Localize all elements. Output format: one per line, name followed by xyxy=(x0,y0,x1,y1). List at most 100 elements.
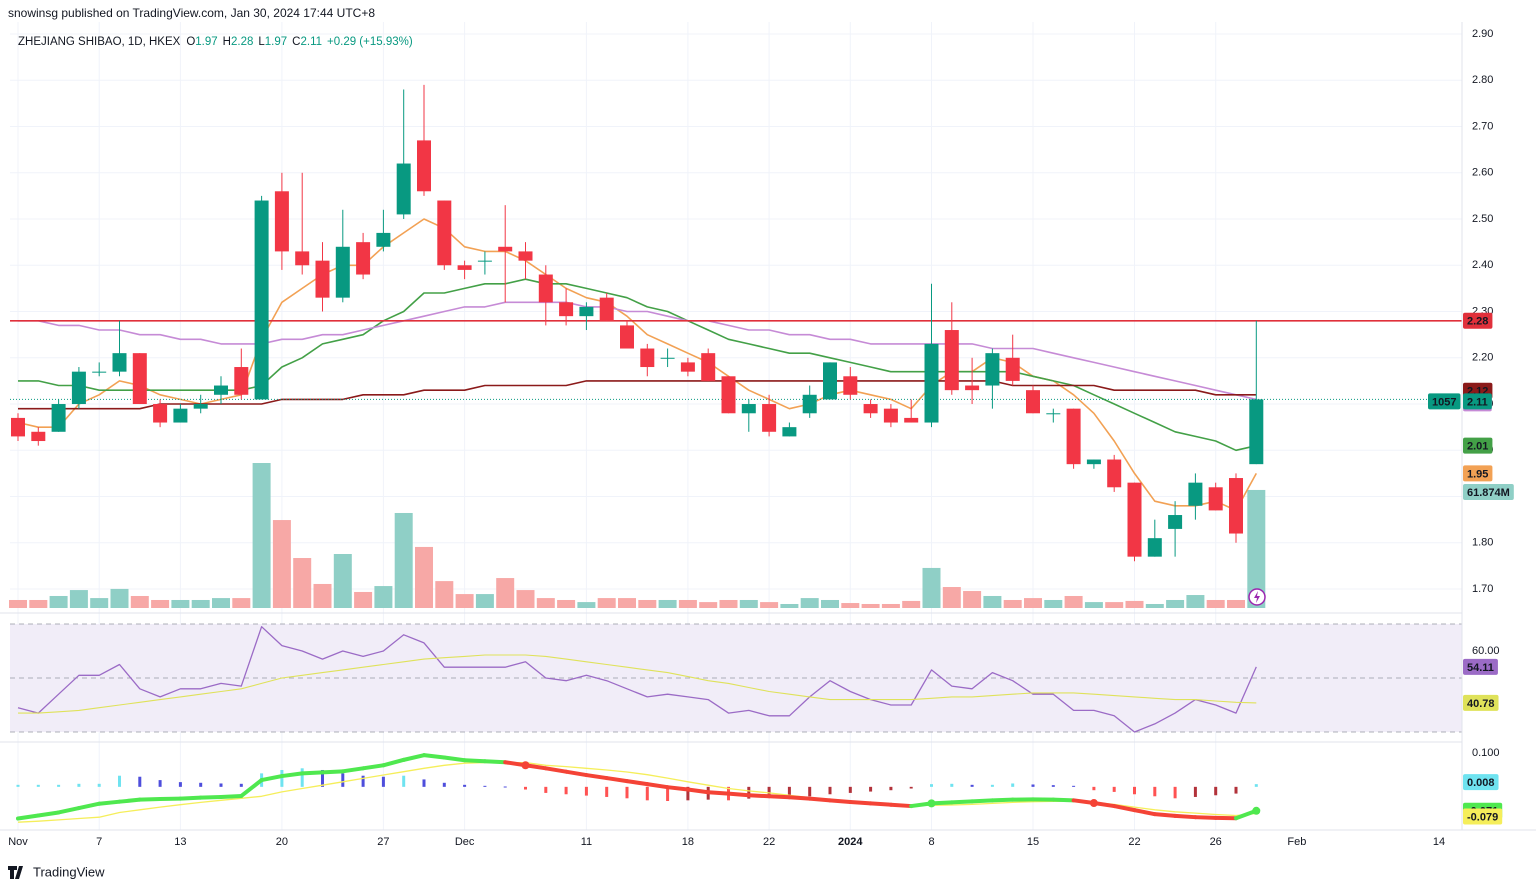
macd-segment xyxy=(949,799,975,805)
candle-body xyxy=(1188,482,1203,506)
price-tag: 0.008 xyxy=(1463,774,1499,791)
cross-dot xyxy=(1252,806,1261,815)
volume-bar xyxy=(1125,600,1144,608)
volume-bar xyxy=(658,599,677,608)
candle-body xyxy=(640,348,655,368)
histogram-bar xyxy=(158,780,162,787)
macd-segment xyxy=(482,759,508,765)
ohlc-value: 2.28 xyxy=(231,36,253,48)
volume-bar xyxy=(455,594,474,608)
macd-segment xyxy=(828,798,853,805)
macd-segment xyxy=(279,771,305,779)
price-tag-box xyxy=(1463,437,1493,454)
macd-segment xyxy=(970,798,995,804)
candle-body xyxy=(214,385,228,395)
y-tick-label: 1.80 xyxy=(1472,537,1493,549)
y-tick-label: 2.60 xyxy=(1472,167,1493,179)
volume-bar xyxy=(394,512,413,608)
histogram-bar xyxy=(1031,784,1035,787)
candle-body xyxy=(660,357,675,359)
histogram-bar xyxy=(767,786,771,798)
candle-body xyxy=(1249,399,1264,465)
histogram-bar xyxy=(280,769,284,787)
macd-segment xyxy=(300,770,325,776)
histogram-bar xyxy=(1133,786,1136,795)
candle-body xyxy=(1127,482,1142,557)
histogram-bar xyxy=(564,786,568,795)
candle-body xyxy=(295,251,310,266)
candle-body xyxy=(904,417,919,423)
x-tick-label: 2024 xyxy=(838,836,863,848)
y-tick-label: 1.70 xyxy=(1472,583,1493,595)
candle-body xyxy=(1005,357,1020,381)
volume-bar xyxy=(191,599,210,608)
macd-segment xyxy=(56,806,81,815)
x-tick-label: 13 xyxy=(174,836,186,848)
histogram-bar xyxy=(909,786,913,789)
macd-segment xyxy=(361,763,386,771)
volume-bar xyxy=(597,598,616,608)
macd-segment xyxy=(604,776,629,784)
volume-bar xyxy=(516,590,535,608)
volume-bar xyxy=(1227,599,1245,608)
symbol: ZHEJIANG SHIBAO, 1D, HKEX xyxy=(18,36,181,48)
candle-body xyxy=(274,191,289,252)
y-tick-label: 2.20 xyxy=(1472,352,1493,364)
alert-bolt xyxy=(1254,591,1260,603)
x-tick-label: 18 xyxy=(682,836,694,848)
price-tag-box xyxy=(1463,658,1498,675)
volume-bar xyxy=(1044,599,1063,608)
volume-bar xyxy=(354,591,373,608)
x-tick-label: 22 xyxy=(763,836,775,848)
y-tick-label: 2.50 xyxy=(1472,213,1493,225)
histogram-bar xyxy=(16,784,20,787)
price-tag: 40.78 xyxy=(1463,694,1499,711)
candle-body xyxy=(1066,408,1081,465)
volume-bar xyxy=(1064,595,1083,608)
candle-body xyxy=(417,140,431,192)
histogram-bar xyxy=(889,786,893,791)
volume-bar xyxy=(1206,599,1225,608)
x-tick-label: 8 xyxy=(928,836,934,848)
volume-bar xyxy=(69,590,88,608)
plot-layer: 1.701.801.902.002.102.202.302.402.502.60… xyxy=(8,22,1500,848)
histogram-bar xyxy=(463,784,467,787)
macd-segment xyxy=(645,782,670,790)
candle-body xyxy=(741,404,756,414)
macd-segment xyxy=(625,779,650,787)
candle-body xyxy=(721,376,736,414)
candle-body xyxy=(437,200,452,266)
macd-segment xyxy=(848,800,873,806)
volume-bar xyxy=(942,587,961,608)
histogram-bar xyxy=(36,784,40,787)
candle-body xyxy=(51,404,66,432)
candle-body xyxy=(944,330,959,391)
volume-bar xyxy=(678,599,697,608)
volume-bar xyxy=(313,583,332,608)
ohlc-value: 1.97 xyxy=(195,36,217,48)
candle-body xyxy=(71,371,86,405)
volume-bar xyxy=(881,603,900,608)
price-tag-label: 40.78 xyxy=(1467,698,1495,710)
macd-segment xyxy=(340,766,366,774)
macd-segment xyxy=(888,802,914,809)
price-tag-box xyxy=(1428,393,1461,410)
macd-segment xyxy=(1173,813,1198,820)
price-tag-label: 61.874M xyxy=(1467,487,1510,499)
macd-segment xyxy=(320,769,345,775)
macd-segment xyxy=(219,793,244,799)
volume-bar xyxy=(171,599,190,608)
macd-segment xyxy=(1051,797,1076,803)
volume-bar xyxy=(800,598,819,608)
y-tick-label: 2.70 xyxy=(1472,120,1493,132)
volume-bar xyxy=(1186,595,1205,608)
macd-segment xyxy=(543,766,569,774)
price-tag-box xyxy=(1463,808,1503,825)
macd-segment xyxy=(401,753,426,762)
cross-dot xyxy=(521,761,530,770)
histogram-bar xyxy=(178,782,182,787)
histogram-bar xyxy=(747,786,751,799)
histogram-bar xyxy=(341,773,345,787)
price-tag-label: 2.11 xyxy=(1467,396,1488,408)
